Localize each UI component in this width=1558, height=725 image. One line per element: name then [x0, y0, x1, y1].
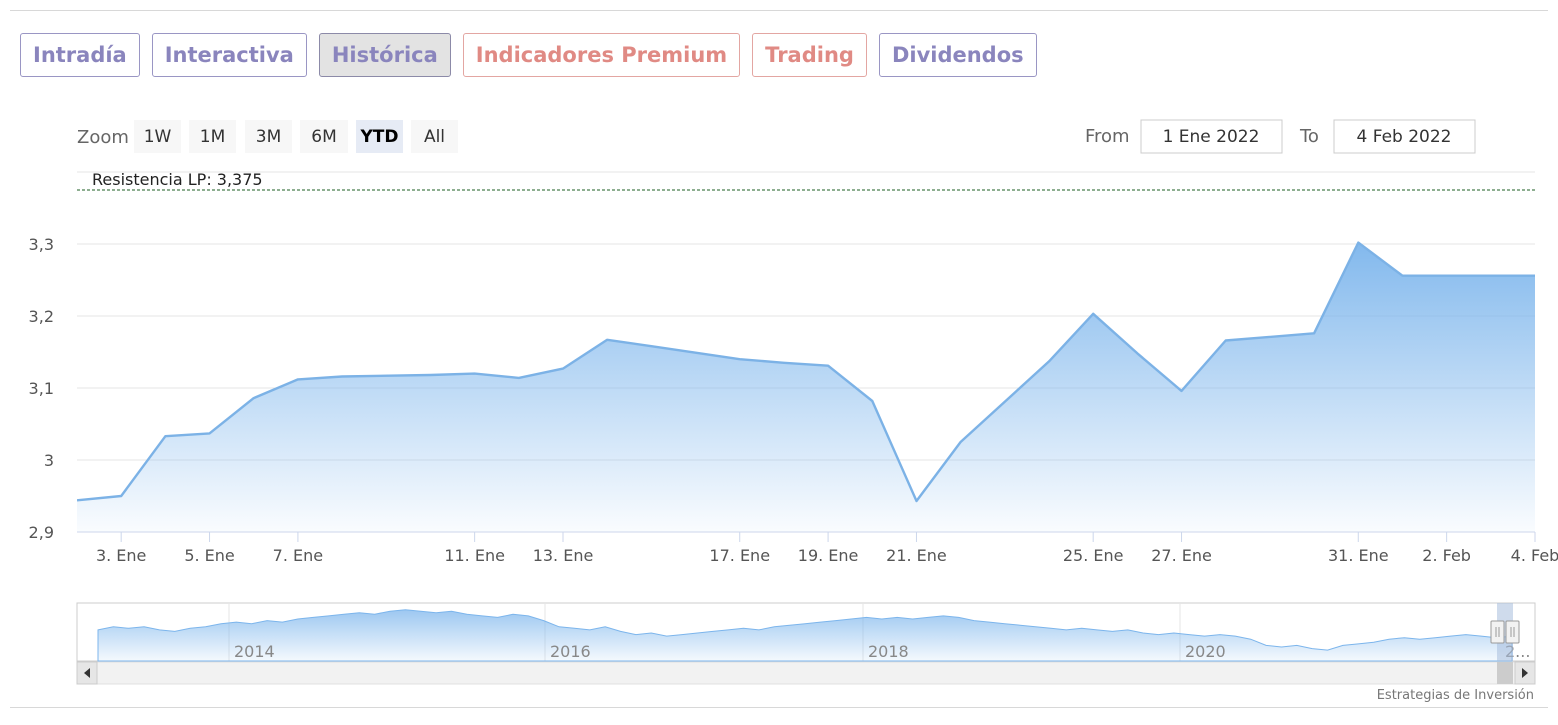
range-button-1w[interactable] [134, 120, 181, 153]
scrollbar-track[interactable] [76, 661, 1536, 685]
navigator-left-handle[interactable] [1490, 620, 1505, 644]
y-tick-label: 3,2 [29, 307, 54, 326]
to-date-input[interactable] [1333, 119, 1476, 154]
scroll-right-button[interactable] [1514, 661, 1536, 685]
from-date-input[interactable] [1140, 119, 1283, 154]
range-button-all[interactable] [411, 120, 458, 153]
x-tick-label: 25. Ene [1063, 546, 1124, 565]
navigator-selection[interactable] [1497, 603, 1513, 661]
price-line [77, 241, 1535, 503]
navigator-year-label: 2014 [234, 642, 275, 661]
range-button-ytd[interactable] [356, 120, 403, 153]
credits[interactable]: Estrategias de Inversión [1377, 688, 1534, 703]
range-button-label: All [424, 127, 445, 147]
y-axis-labels: 2,9 3 3,1 3,2 3,3 [29, 235, 54, 542]
x-tick-label: 5. Ene [184, 546, 234, 565]
zoom-label: Zoom [77, 127, 129, 148]
y-tick-label: 2,9 [29, 523, 54, 542]
x-tick-label: 17. Ene [709, 546, 770, 565]
x-axis: 3. Ene 5. Ene 7. Ene 11. Ene 13. Ene 17. Ene 1… [96, 532, 1558, 565]
top-divider [10, 10, 1548, 11]
y-tick-label: 3 [44, 451, 54, 470]
x-tick-label: 11. Ene [444, 546, 505, 565]
tab-trading[interactable]: Trading [752, 33, 867, 77]
x-tick-label: 21. Ene [886, 546, 947, 565]
y-tick-label: 3,3 [29, 235, 54, 254]
resistance-label: Resistencia LP: 3,375 [92, 170, 263, 189]
x-tick-label: 13. Ene [533, 546, 594, 565]
from-label: From [1085, 126, 1130, 147]
navigator-year-label: 2018 [868, 642, 909, 661]
tab-indicadores-premium[interactable]: Indicadores Premium [462, 33, 741, 77]
from-date-value: 1 Ene 2022 [1163, 127, 1260, 147]
tab-interactiva[interactable]: Interactiva [151, 33, 307, 77]
x-tick-label: 19. Ene [798, 546, 859, 565]
scroll-left-button[interactable] [76, 661, 98, 685]
x-tick-label: 4. Feb [1511, 546, 1558, 565]
tab-bar: Intradía Interactiva Histórica Indicadores … [20, 33, 1037, 77]
navigator-right-handle[interactable] [1505, 620, 1520, 644]
range-button-1m[interactable] [189, 120, 236, 153]
to-label: To [1299, 126, 1319, 147]
x-tick-label: 27. Ene [1151, 546, 1212, 565]
range-button-label: 6M [311, 127, 336, 147]
scrollbar-thumb[interactable] [1497, 662, 1513, 684]
x-tick-label: 3. Ene [96, 546, 146, 565]
range-button-label: 1M [200, 127, 225, 147]
bottom-divider [10, 707, 1548, 708]
navigator-area [97, 609, 1513, 662]
x-tick-label: 2. Feb [1422, 546, 1471, 565]
range-button-3m[interactable] [245, 120, 292, 153]
tab-intrad-a[interactable]: Intradía [20, 33, 140, 77]
tab-hist-rica[interactable]: Histórica [318, 33, 451, 77]
range-button-label: 1W [144, 127, 172, 147]
tab-dividendos[interactable]: Dividendos [878, 33, 1037, 77]
x-tick-label: 31. Ene [1328, 546, 1389, 565]
to-date-value: 4 Feb 2022 [1357, 127, 1452, 147]
x-tick-label: 7. Ene [273, 546, 323, 565]
range-button-6m[interactable] [300, 120, 348, 153]
range-button-label: 3M [256, 127, 281, 147]
range-button-label: YTD [359, 127, 398, 147]
price-area [77, 242, 1535, 532]
y-tick-label: 3,1 [29, 379, 54, 398]
range-buttons: 1W 1M 3M 6M YTD All [134, 120, 458, 153]
navigator-year-label: 2016 [550, 642, 591, 661]
navigator-year-label: 2020 [1185, 642, 1226, 661]
